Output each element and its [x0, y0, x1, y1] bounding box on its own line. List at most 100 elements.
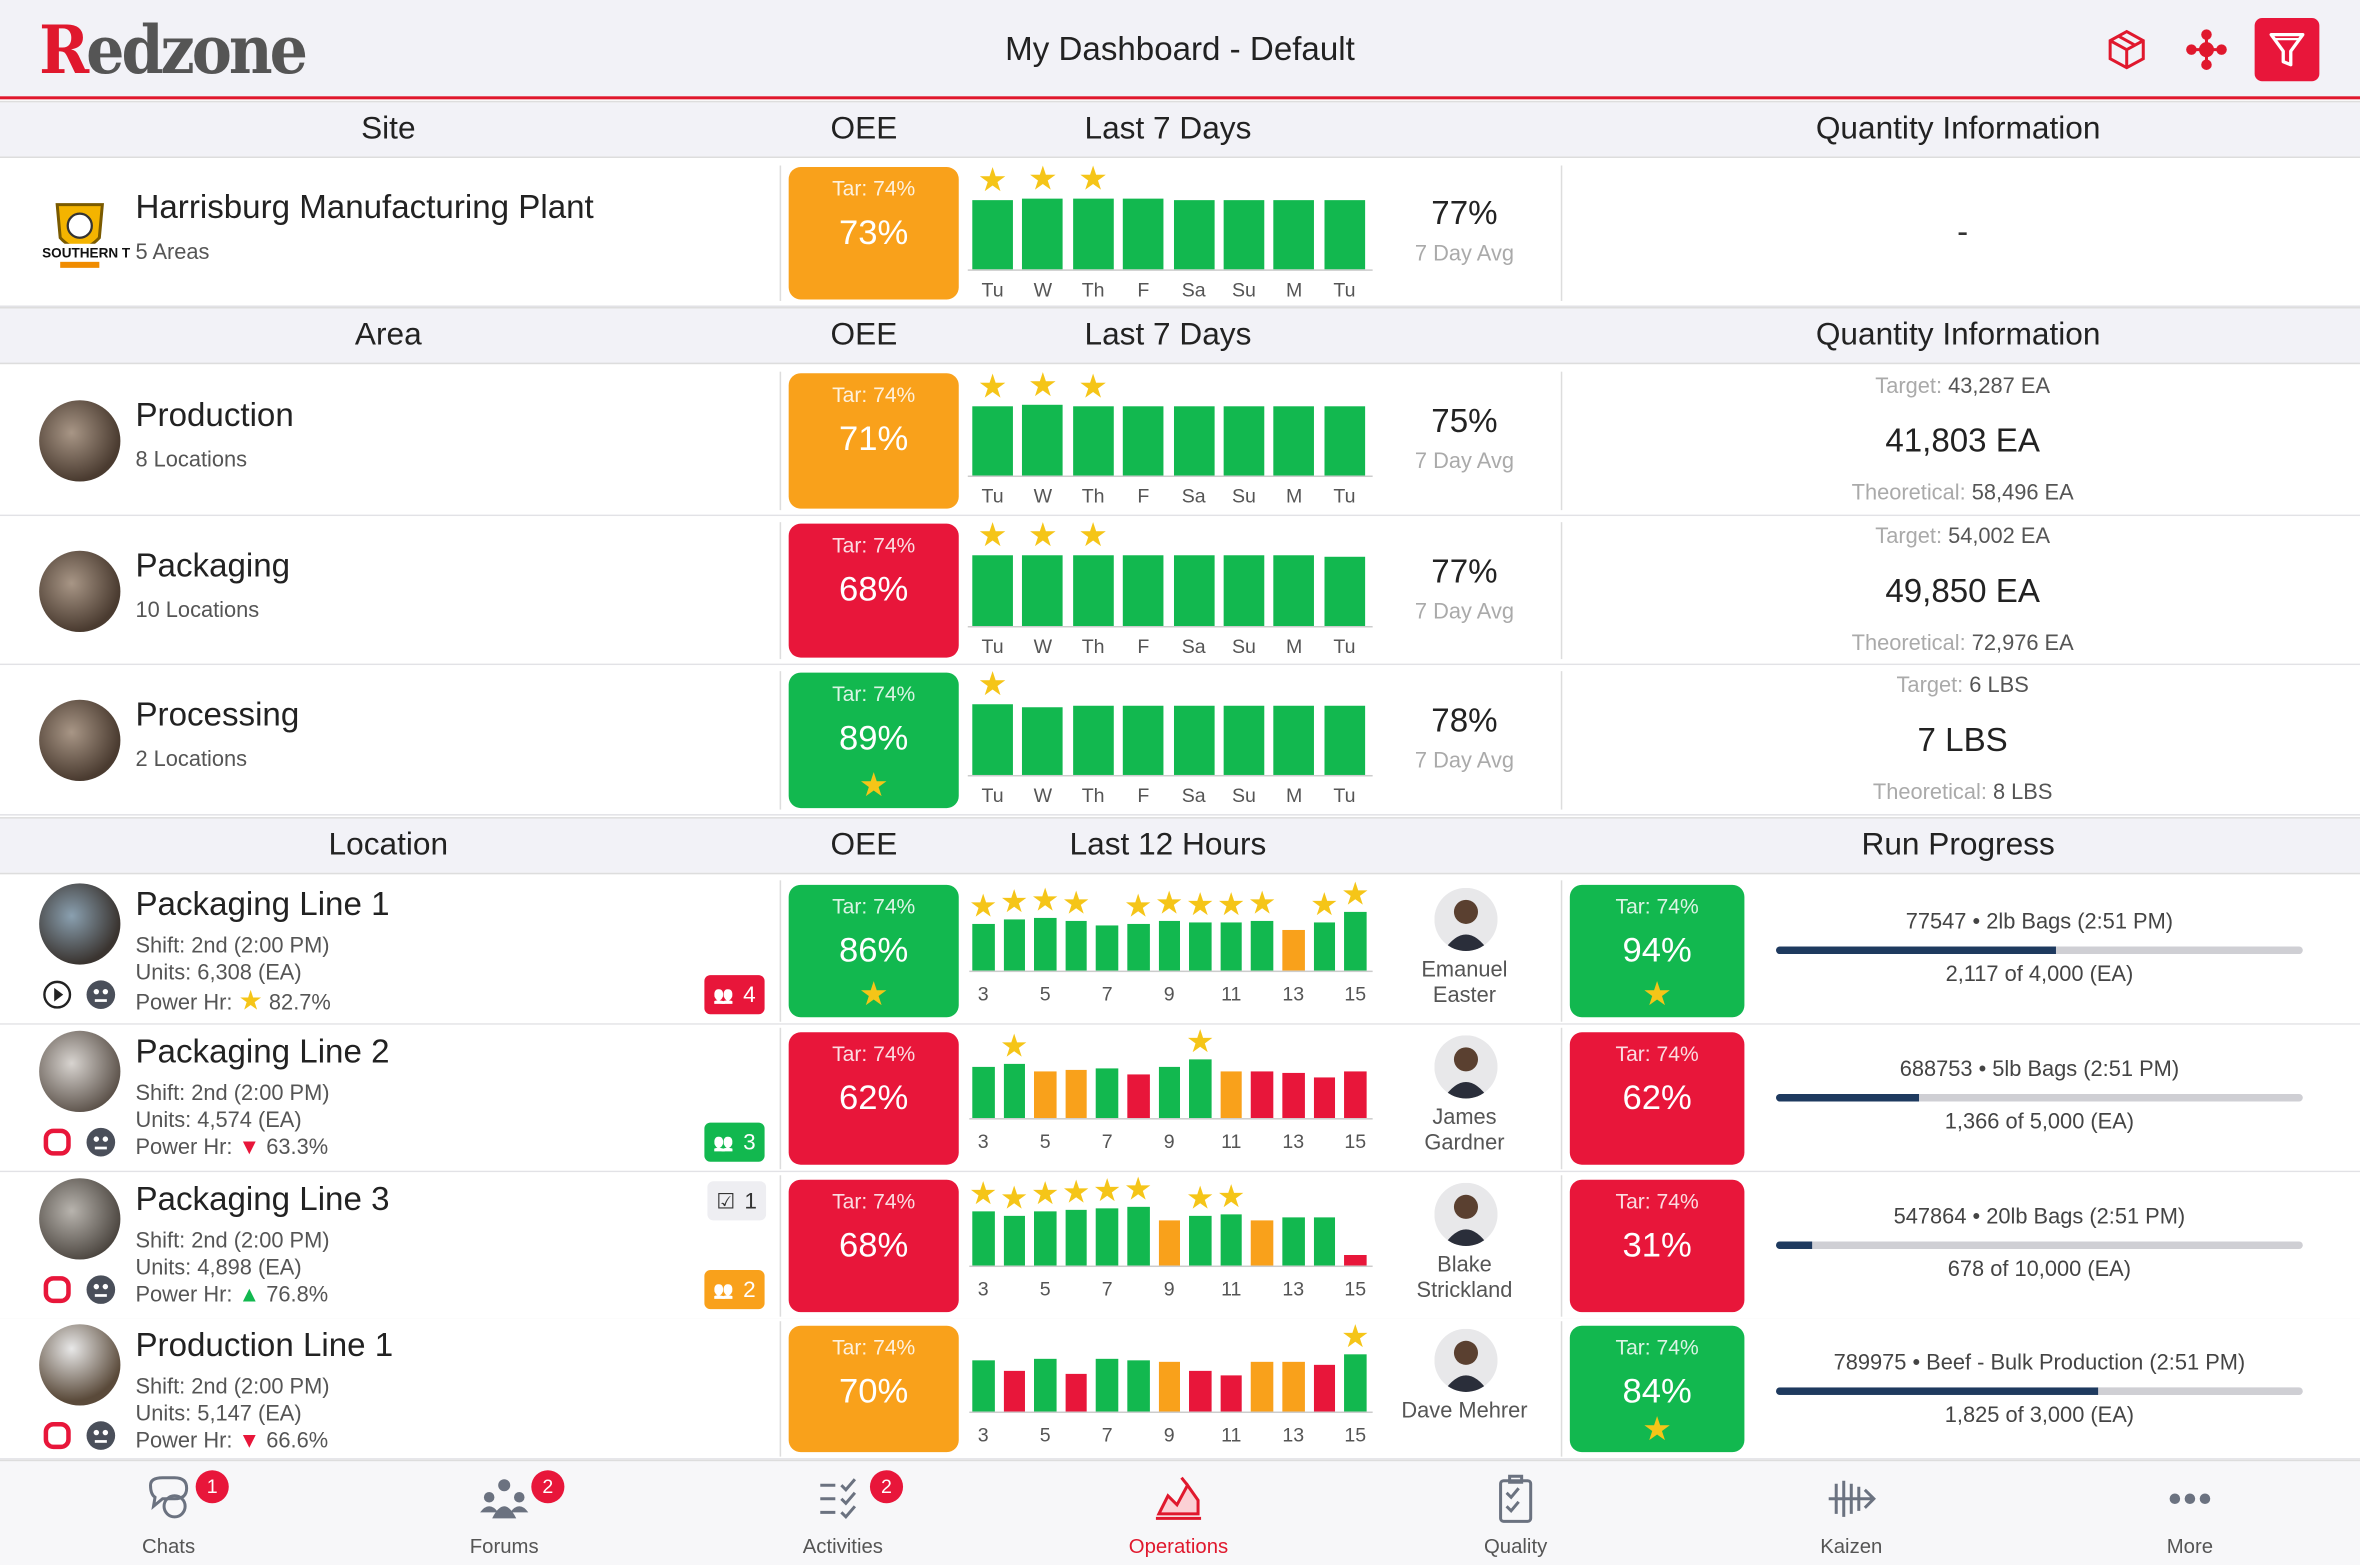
hour-bar[interactable] — [1220, 1375, 1243, 1412]
chart-bar[interactable] — [1123, 556, 1164, 626]
chart-bar[interactable] — [1223, 405, 1265, 476]
chart-bar[interactable] — [1072, 198, 1114, 270]
hour-bar[interactable] — [1003, 1370, 1026, 1412]
hour-bar[interactable] — [1282, 1073, 1305, 1119]
location-row[interactable]: Packaging Line 1 Shift: 2nd (2:00 PM) Unit… — [0, 877, 2360, 1025]
checklist-badge[interactable]: ☑ 1 — [707, 1181, 766, 1221]
team-badge[interactable]: 👥 3 — [704, 1122, 765, 1162]
stop-icon[interactable] — [42, 1421, 72, 1451]
chart-bar[interactable] — [1324, 199, 1365, 270]
area-row[interactable]: Packaging 10 Locations Tar: 74% 68% ★ Tu ★ W ★ Th… — [0, 515, 2360, 666]
tab-chats[interactable]: Chats 1 — [78, 1461, 259, 1565]
chart-bar[interactable] — [1223, 555, 1265, 626]
hour-bar[interactable] — [972, 1359, 995, 1412]
hour-bar[interactable] — [1251, 920, 1274, 971]
operator-avatar[interactable] — [1434, 1035, 1498, 1099]
hour-bar[interactable] — [1344, 912, 1367, 971]
hour-bar[interactable] — [1158, 920, 1181, 971]
oee-box[interactable]: Tar: 74% 73% — [788, 167, 959, 300]
chart-bar[interactable] — [972, 704, 1013, 776]
hour-bar[interactable] — [1065, 1373, 1088, 1412]
tab-kaizen[interactable]: Kaizen — [1761, 1461, 1942, 1565]
chart-bar[interactable] — [972, 556, 1013, 626]
hour-bar[interactable] — [1313, 921, 1336, 971]
hour-bar[interactable] — [1220, 1071, 1243, 1119]
box-icon[interactable] — [2107, 29, 2146, 71]
chart-bar[interactable] — [1273, 706, 1315, 776]
hour-bar[interactable] — [1127, 1359, 1150, 1412]
chart-bar[interactable] — [1072, 706, 1114, 776]
chart-bar[interactable] — [1173, 706, 1215, 776]
hour-bar[interactable] — [1096, 1068, 1119, 1119]
oee-box[interactable]: Tar: 74% 89% ★ — [788, 673, 959, 809]
hour-bar[interactable] — [1127, 1207, 1150, 1266]
hour-bar[interactable] — [1158, 1066, 1181, 1119]
location-oee-box[interactable]: Tar: 74% 62% — [788, 1032, 959, 1165]
hour-bar[interactable] — [1251, 1361, 1274, 1412]
chart-bar[interactable] — [1022, 198, 1064, 270]
network-icon[interactable] — [2185, 29, 2227, 71]
chart-bar[interactable] — [1022, 405, 1064, 476]
chart-bar[interactable] — [1123, 405, 1164, 476]
chart-bar[interactable] — [1022, 555, 1064, 626]
chart-bar[interactable] — [1022, 706, 1064, 776]
chart-bar[interactable] — [1223, 706, 1265, 776]
hour-bar[interactable] — [1127, 923, 1150, 971]
hour-bar[interactable] — [1344, 1354, 1367, 1412]
hour-bar[interactable] — [1282, 1361, 1305, 1412]
hour-bar[interactable] — [1313, 1076, 1336, 1119]
tab-operations[interactable]: Operations — [1088, 1461, 1269, 1565]
chart-bar[interactable] — [972, 199, 1013, 270]
hour-bar[interactable] — [1220, 921, 1243, 971]
hour-bar[interactable] — [1096, 1358, 1119, 1412]
chart-bar[interactable] — [972, 406, 1013, 476]
hour-bar[interactable] — [1065, 1210, 1088, 1266]
hour-bar[interactable] — [1220, 1214, 1243, 1266]
operator-avatar[interactable] — [1434, 1328, 1498, 1392]
chart-bar[interactable] — [1072, 405, 1114, 476]
hour-bar[interactable] — [1189, 1060, 1212, 1119]
area-name[interactable]: Production — [135, 395, 294, 434]
location-name[interactable]: Packaging Line 1 — [135, 884, 390, 923]
hour-bar[interactable] — [1034, 1358, 1057, 1412]
hour-bar[interactable] — [1034, 1071, 1057, 1119]
hour-bar[interactable] — [972, 1211, 995, 1266]
location-oee-box[interactable]: Tar: 74% 68% — [788, 1179, 959, 1313]
area-name[interactable]: Processing — [135, 695, 300, 734]
chart-bar[interactable] — [1324, 706, 1365, 776]
hour-bar[interactable] — [1282, 929, 1305, 971]
team-badge[interactable]: 👥 2 — [704, 1270, 765, 1310]
tab-more[interactable]: More — [2100, 1461, 2281, 1565]
run-oee-box[interactable]: Tar: 74% 62% — [1569, 1032, 1745, 1165]
filter-button[interactable] — [2254, 18, 2320, 82]
play-icon[interactable] — [42, 980, 72, 1010]
hour-bar[interactable] — [1313, 1217, 1336, 1266]
oee-box[interactable]: Tar: 74% 68% — [788, 523, 959, 659]
location-oee-box[interactable]: Tar: 74% 86% ★ — [788, 884, 959, 1018]
operator-avatar[interactable] — [1434, 887, 1498, 952]
site-name[interactable]: Harrisburg Manufacturing Plant — [135, 188, 594, 226]
hour-bar[interactable] — [972, 924, 995, 971]
chart-bar[interactable] — [1324, 405, 1365, 476]
location-name[interactable]: Production Line 1 — [135, 1325, 394, 1364]
hour-bar[interactable] — [1344, 1071, 1367, 1119]
location-name[interactable]: Packaging Line 2 — [135, 1032, 390, 1070]
chart-bar[interactable] — [1273, 556, 1315, 626]
hour-bar[interactable] — [1158, 1362, 1181, 1412]
operator-avatar[interactable] — [1434, 1182, 1498, 1246]
hour-bar[interactable] — [1096, 926, 1119, 971]
chart-bar[interactable] — [1173, 556, 1215, 626]
hour-bar[interactable] — [1251, 1221, 1274, 1266]
chart-bar[interactable] — [1123, 198, 1164, 270]
hour-bar[interactable] — [1127, 1074, 1150, 1119]
chart-bar[interactable] — [1223, 199, 1265, 270]
hour-bar[interactable] — [1096, 1208, 1119, 1266]
area-row[interactable]: Production 8 Locations Tar: 74% 71% ★ Tu ★ W ★ Th… — [0, 365, 2360, 516]
chart-bar[interactable] — [1173, 405, 1215, 476]
hour-bar[interactable] — [1158, 1221, 1181, 1266]
hour-bar[interactable] — [1189, 921, 1212, 971]
tab-forums[interactable]: Forums 2 — [414, 1461, 595, 1565]
site-row[interactable]: SOUTHERN T Harrisburg Manufacturing Plant… — [0, 159, 2360, 307]
hour-bar[interactable] — [972, 1066, 995, 1119]
chart-bar[interactable] — [1273, 200, 1315, 270]
